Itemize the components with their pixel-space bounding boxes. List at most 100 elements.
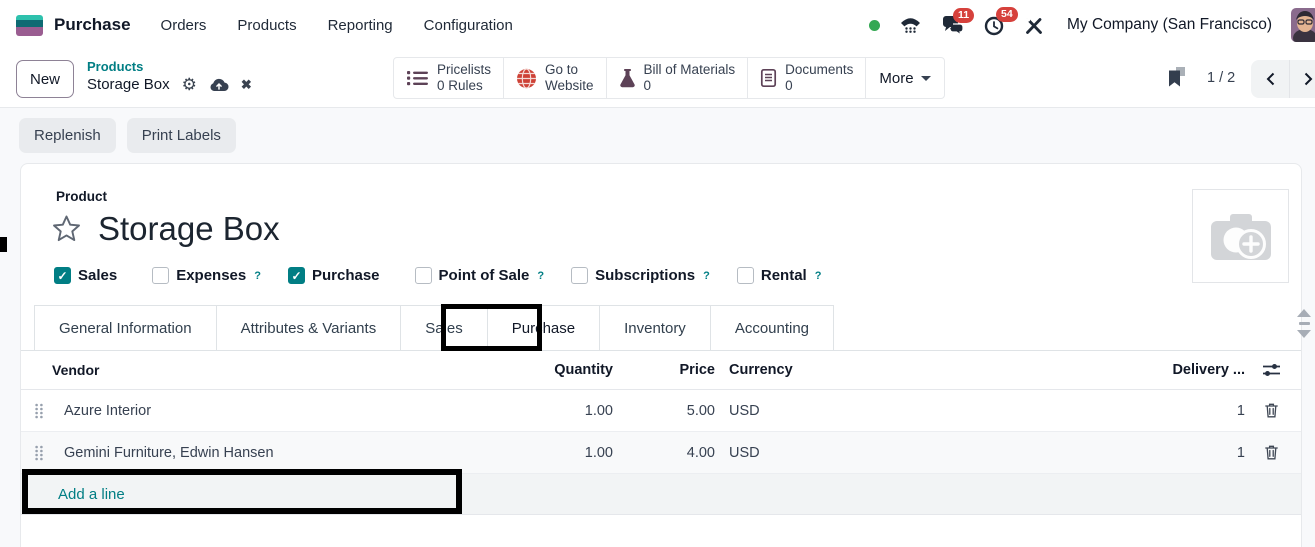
column-header-vendor[interactable]: Vendor [52,362,100,378]
delete-row-icon[interactable] [1251,445,1291,460]
cell-price[interactable]: 4.00 [686,444,715,461]
bill-of-materials-button[interactable]: Bill of Materials 0 [605,57,749,99]
voip-phone-icon[interactable] [899,16,922,35]
app-name[interactable]: Purchase [54,15,131,34]
toggle-sales[interactable]: Sales [54,267,125,284]
company-switcher[interactable]: My Company (San Francisco) [1066,16,1272,33]
toggle-subscriptions[interactable]: Subscriptions? [571,267,710,284]
notebook-tabstrip: General Information Attributes & Variant… [21,305,1301,351]
camera-plus-icon [1209,210,1273,262]
messages-badge: 11 [952,7,975,23]
checkbox-rental[interactable] [736,267,754,284]
more-label: More [879,69,914,87]
annotation-edge-mark [0,237,7,252]
column-header-price[interactable]: Price [679,362,715,378]
scroll-down-icon[interactable] [1297,330,1311,338]
bom-count: 0 [643,78,652,93]
cell-vendor[interactable]: Gemini Furniture, Edwin Hansen [64,444,274,461]
scroll-thumb[interactable] [1298,322,1310,325]
tab-sales[interactable]: Sales [400,305,488,350]
checkbox-purchase[interactable] [287,267,305,284]
print-labels-button[interactable]: Print Labels [126,118,236,153]
product-image-placeholder[interactable] [1192,189,1289,283]
more-button[interactable]: More [865,57,945,99]
messages-icon[interactable]: 11 [941,7,975,35]
new-button[interactable]: New [16,60,75,98]
menu-configuration[interactable]: Configuration [423,16,513,34]
activities-badge: 54 [995,6,1018,22]
drag-handle-icon[interactable] [34,403,64,419]
flask-icon [619,68,636,88]
purchase-app-logo-icon[interactable] [16,14,43,36]
pager-previous-button[interactable] [1251,60,1289,98]
add-a-line-link[interactable]: Add a line [58,485,125,503]
checkbox-point-of-sale[interactable] [414,267,432,284]
top-menu: Orders Products Reporting Configuration [161,17,513,34]
tab-attributes-variants[interactable]: Attributes & Variants [215,305,402,350]
toggle-point-of-sale[interactable]: Point of Sale? [414,267,544,284]
tab-general-information[interactable]: General Information [34,305,217,350]
add-line-row: Add a line [21,474,1301,515]
smart-buttons: Pricelists 0 Rules Go to Website [393,57,945,99]
cloud-upload-icon[interactable] [209,77,229,92]
menu-orders[interactable]: Orders [160,16,207,34]
record-type-label: Product [56,189,108,204]
cell-delivery[interactable]: 1 [1236,402,1245,419]
tab-inventory[interactable]: Inventory [599,305,711,350]
checkbox-expenses[interactable] [152,267,170,284]
user-avatar[interactable] [1291,8,1315,42]
cell-quantity[interactable]: 1.00 [584,444,613,461]
column-header-quantity[interactable]: Quantity [554,362,613,378]
pager-buttons [1251,60,1315,98]
cell-vendor[interactable]: Azure Interior [64,402,152,419]
tab-accounting[interactable]: Accounting [709,305,835,350]
breadcrumb-products[interactable]: Products [87,59,144,74]
pager-value: 1 / 2 [1207,70,1236,86]
breadcrumb-current: Storage Box [87,75,170,93]
product-form-sheet: Product Storage Box Sales Expenses? [20,163,1302,547]
scroll-widget[interactable] [1295,309,1313,338]
pricelists-button[interactable]: Pricelists 0 Rules [393,57,505,99]
cell-quantity[interactable]: 1.00 [584,402,613,419]
gear-icon[interactable]: ⚙ [181,75,197,95]
table-header-row: Vendor Quantity Price Currency Delivery … [21,351,1301,390]
cell-delivery[interactable]: 1 [1236,444,1245,461]
discard-icon[interactable]: ✖ [240,77,252,93]
toggle-purchase[interactable]: Purchase [287,267,388,284]
globe-icon [516,67,537,89]
table-row[interactable]: Azure Interior 1.00 5.00 USD 1 [21,390,1301,432]
go-to-website-label-2: Website [545,78,594,93]
column-header-delivery[interactable]: Delivery ... [1172,362,1245,378]
presence-dot-icon [868,19,880,31]
breadcrumb: Products Storage Box ⚙ ✖ [87,59,252,95]
replenish-button[interactable]: Replenish [19,118,116,153]
tab-purchase[interactable]: Purchase [486,305,601,350]
optional-columns-icon[interactable] [1251,363,1291,377]
documents-count: 0 [785,78,793,93]
table-row[interactable]: Gemini Furniture, Edwin Hansen 1.00 4.00… [21,432,1301,474]
pager-next-button[interactable] [1289,60,1315,98]
tools-icon[interactable] [1024,16,1044,35]
drag-handle-icon[interactable] [34,445,64,461]
bookmark-icon[interactable] [1167,67,1186,88]
product-name-input[interactable]: Storage Box [98,210,280,247]
activities-clock-icon[interactable]: 54 [984,6,1018,36]
delete-row-icon[interactable] [1251,403,1291,418]
checkbox-sales[interactable] [54,267,71,284]
form-status-bar: Replenish Print Labels [0,108,1315,163]
cell-currency[interactable]: USD [729,402,760,419]
scroll-up-icon[interactable] [1297,309,1311,317]
menu-products[interactable]: Products [237,16,297,34]
menu-reporting[interactable]: Reporting [327,16,393,34]
go-to-website-button[interactable]: Go to Website [503,57,607,99]
product-type-toggles: Sales Expenses? Purchase Point of Sale? … [54,267,821,284]
checkbox-subscriptions[interactable] [571,267,589,284]
favorite-star-icon[interactable] [51,214,82,244]
top-navbar: Purchase Orders Products Reporting Confi… [0,0,1315,50]
documents-button[interactable]: Documents 0 [747,57,867,99]
toggle-expenses[interactable]: Expenses? [152,267,261,284]
column-header-currency[interactable]: Currency [729,362,793,378]
cell-currency[interactable]: USD [729,444,760,461]
toggle-rental[interactable]: Rental? [736,267,821,284]
cell-price[interactable]: 5.00 [686,402,715,419]
